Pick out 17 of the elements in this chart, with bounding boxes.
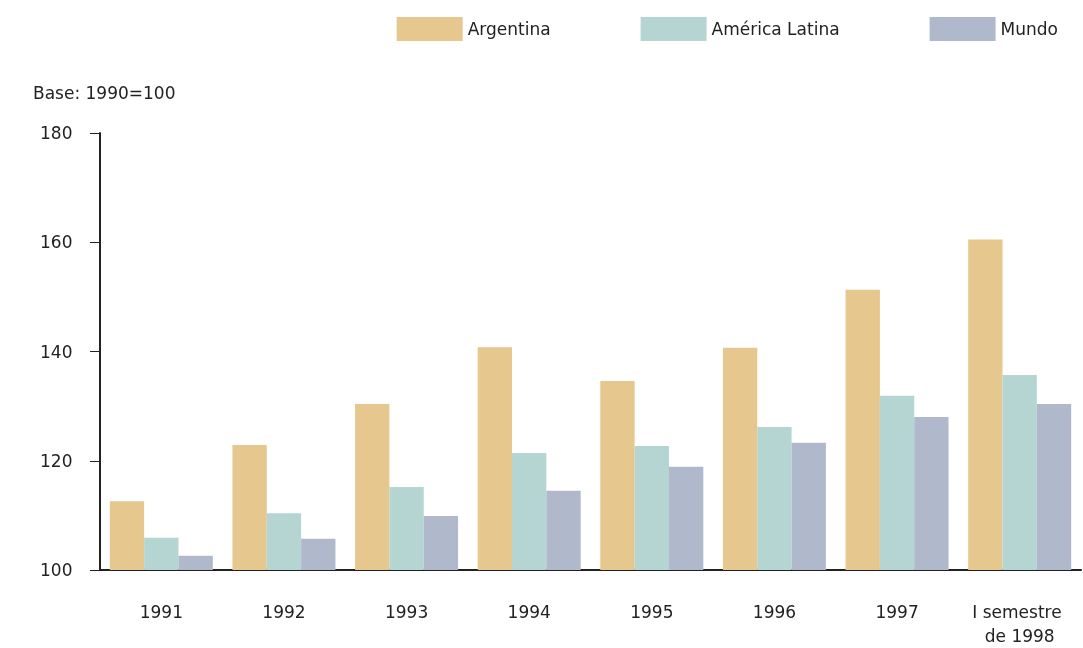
y-tick-label: 100 <box>40 560 73 580</box>
y-axis-title: Base: 1990=100 <box>33 82 176 103</box>
x-tick-label: 1991 <box>139 602 183 622</box>
x-tick-label: 1994 <box>507 602 551 622</box>
legend-label: Mundo <box>1000 19 1059 39</box>
x-tick-label: I semestre de 1998 <box>972 602 1068 646</box>
x-tick-label: 1992 <box>262 602 306 622</box>
y-tick-label: 180 <box>40 123 73 143</box>
x-tick-label: 1993 <box>384 602 429 622</box>
legend-label: Argentina <box>467 19 551 39</box>
y-tick-label: 160 <box>40 232 73 253</box>
y-tick-label: 120 <box>40 450 73 471</box>
x-tick-label: 1997 <box>875 602 919 622</box>
x-tick-label: 1995 <box>630 602 674 622</box>
y-tick-label: 140 <box>40 341 73 362</box>
x-tick-label: 1996 <box>752 602 797 622</box>
legend-label: América Latina <box>711 19 840 39</box>
